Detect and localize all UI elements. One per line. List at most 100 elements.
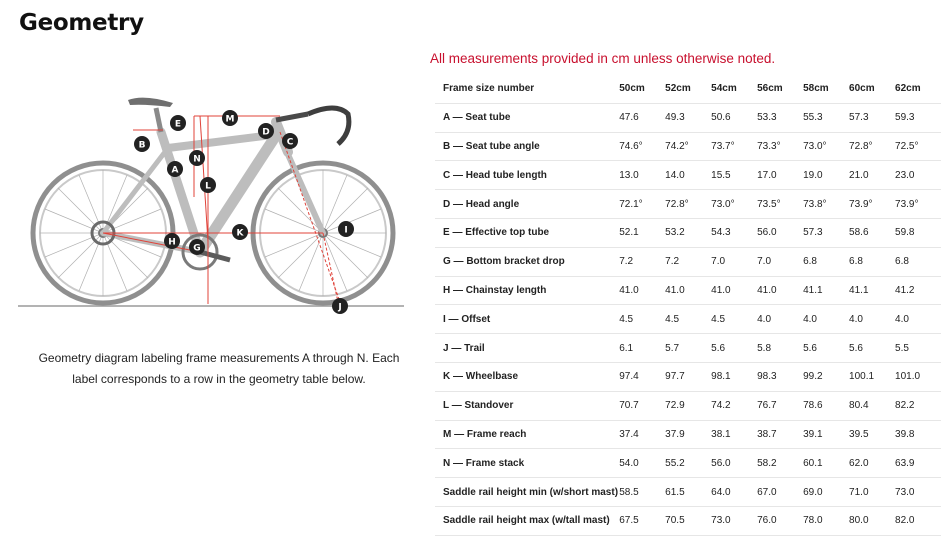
table-cell: 71.0 xyxy=(849,477,896,507)
table-row: H — Chainstay length 41.0 41.0 41.0 41.0 41.1… xyxy=(435,276,941,306)
row-label: J — Trail xyxy=(435,333,620,363)
units-note: All measurements provided in cm unless o… xyxy=(430,51,776,66)
table-cell: 73.3° xyxy=(757,132,804,162)
table-cell: 73.0° xyxy=(803,132,850,162)
table-cell: 4.0 xyxy=(895,304,941,335)
svg-text:H: H xyxy=(168,238,176,248)
table-cell: 5.7 xyxy=(665,333,712,363)
table-cell: 41.1 xyxy=(849,276,896,306)
row-label: K — Wheelbase xyxy=(435,362,620,392)
table-cell: 53.2 xyxy=(665,218,712,248)
table-cell: 41.2 xyxy=(895,276,941,306)
row-label: B — Seat tube angle xyxy=(435,132,620,162)
table-cell: 6.8 xyxy=(849,247,896,277)
crank-arm xyxy=(199,249,231,263)
table-cell: 72.8° xyxy=(665,189,712,219)
header-size: 50cm xyxy=(619,75,666,104)
table-cell: 6.1 xyxy=(619,333,666,363)
table-cell: 49.3 xyxy=(665,103,712,133)
table-cell: 73.9° xyxy=(895,189,941,219)
table-row: G — Bottom bracket drop 7.2 7.2 7.0 7.0 6.8 6.… xyxy=(435,247,941,277)
table-row: I — Offset 4.5 4.5 4.5 4.0 4.0 4.0 4.0 xyxy=(435,304,941,335)
row-label: L — Standover xyxy=(435,391,620,421)
svg-text:C: C xyxy=(287,138,294,148)
table-cell: 70.5 xyxy=(665,506,712,536)
table-row: N — Frame stack 54.0 55.2 56.0 58.2 60.1 62.0 6… xyxy=(435,448,941,479)
row-label: Saddle rail height min (w/short mast) xyxy=(435,477,620,507)
table-cell: 82.2 xyxy=(895,391,941,421)
table-cell: 5.6 xyxy=(711,333,758,363)
svg-text:E: E xyxy=(175,120,181,130)
table-cell: 5.8 xyxy=(757,333,804,363)
page-title: Geometry xyxy=(19,10,144,36)
table-cell: 4.0 xyxy=(803,304,850,335)
table-row: M — Frame reach 37.4 37.9 38.1 38.7 39.1 39.5 3… xyxy=(435,420,941,450)
table-cell: 4.0 xyxy=(757,304,804,335)
table-row: Saddle rail height max (w/tall mast) 67.5… xyxy=(435,506,941,536)
table-cell: 53.3 xyxy=(757,103,804,133)
table-cell: 72.5° xyxy=(895,132,941,162)
table-cell: 4.0 xyxy=(849,304,896,335)
table-cell: 19.0 xyxy=(803,160,850,191)
table-cell: 38.1 xyxy=(711,420,758,450)
table-cell: 70.7 xyxy=(619,391,666,421)
table-row: B — Seat tube angle 74.6° 74.2° 73.7° 73.3° 7… xyxy=(435,132,941,162)
table-cell: 15.5 xyxy=(711,160,758,191)
table-cell: 67.0 xyxy=(757,477,804,507)
table-cell: 59.3 xyxy=(895,103,941,133)
svg-text:M: M xyxy=(226,115,235,125)
table-cell: 72.9 xyxy=(665,391,712,421)
table-cell: 67.5 xyxy=(619,506,666,536)
label-e: E xyxy=(170,115,186,131)
table-cell: 7.2 xyxy=(665,247,712,277)
table-cell: 98.1 xyxy=(711,362,758,392)
table-cell: 6.8 xyxy=(895,247,941,277)
table-cell: 41.0 xyxy=(665,276,712,306)
row-label: D — Head angle xyxy=(435,189,620,219)
table-header-row: Frame size number 50cm 52cm 54cm 56cm 58… xyxy=(435,75,941,104)
table-cell: 41.0 xyxy=(757,276,804,306)
label-c: C xyxy=(282,133,298,149)
label-d: D xyxy=(258,123,274,139)
table-cell: 99.2 xyxy=(803,362,850,392)
table-cell: 52.1 xyxy=(619,218,666,248)
table-cell: 73.8° xyxy=(803,189,850,219)
table-cell: 69.0 xyxy=(803,477,850,507)
label-j: J xyxy=(332,298,348,314)
svg-text:L: L xyxy=(205,182,211,192)
table-cell: 4.5 xyxy=(665,304,712,335)
table-cell: 82.0 xyxy=(895,506,941,536)
row-label: C — Head tube length xyxy=(435,160,620,191)
table-cell: 78.6 xyxy=(803,391,850,421)
row-label: M — Frame reach xyxy=(435,420,620,450)
row-label: H — Chainstay length xyxy=(435,276,620,306)
table-cell: 100.1 xyxy=(849,362,896,392)
table-cell: 4.5 xyxy=(711,304,758,335)
table-cell: 76.7 xyxy=(757,391,804,421)
table-cell: 37.9 xyxy=(665,420,712,450)
table-row: L — Standover 70.7 72.9 74.2 76.7 78.6 80.4 82.… xyxy=(435,391,941,421)
table-cell: 7.2 xyxy=(619,247,666,277)
bike-geometry-diagram: A B C D E G H I J K L M N xyxy=(18,92,410,322)
saddle xyxy=(128,97,173,107)
svg-text:B: B xyxy=(139,141,146,151)
table-row: C — Head tube length 13.0 14.0 15.5 17.0 19.0… xyxy=(435,160,941,191)
row-label: N — Frame stack xyxy=(435,448,620,479)
svg-text:I: I xyxy=(344,226,347,236)
table-cell: 73.0° xyxy=(711,189,758,219)
table-cell: 7.0 xyxy=(711,247,758,277)
chainring xyxy=(181,233,219,271)
table-cell: 61.5 xyxy=(665,477,712,507)
table-cell: 76.0 xyxy=(757,506,804,536)
table-cell: 54.0 xyxy=(619,448,666,479)
table-cell: 37.4 xyxy=(619,420,666,450)
table-cell: 41.0 xyxy=(711,276,758,306)
label-a: A xyxy=(167,161,183,177)
svg-text:D: D xyxy=(262,128,269,138)
table-cell: 39.1 xyxy=(803,420,850,450)
label-n: N xyxy=(189,150,205,166)
table-cell: 55.2 xyxy=(665,448,712,479)
table-cell: 73.0 xyxy=(711,506,758,536)
header-frame-size: Frame size number xyxy=(435,75,620,104)
table-cell: 73.7° xyxy=(711,132,758,162)
